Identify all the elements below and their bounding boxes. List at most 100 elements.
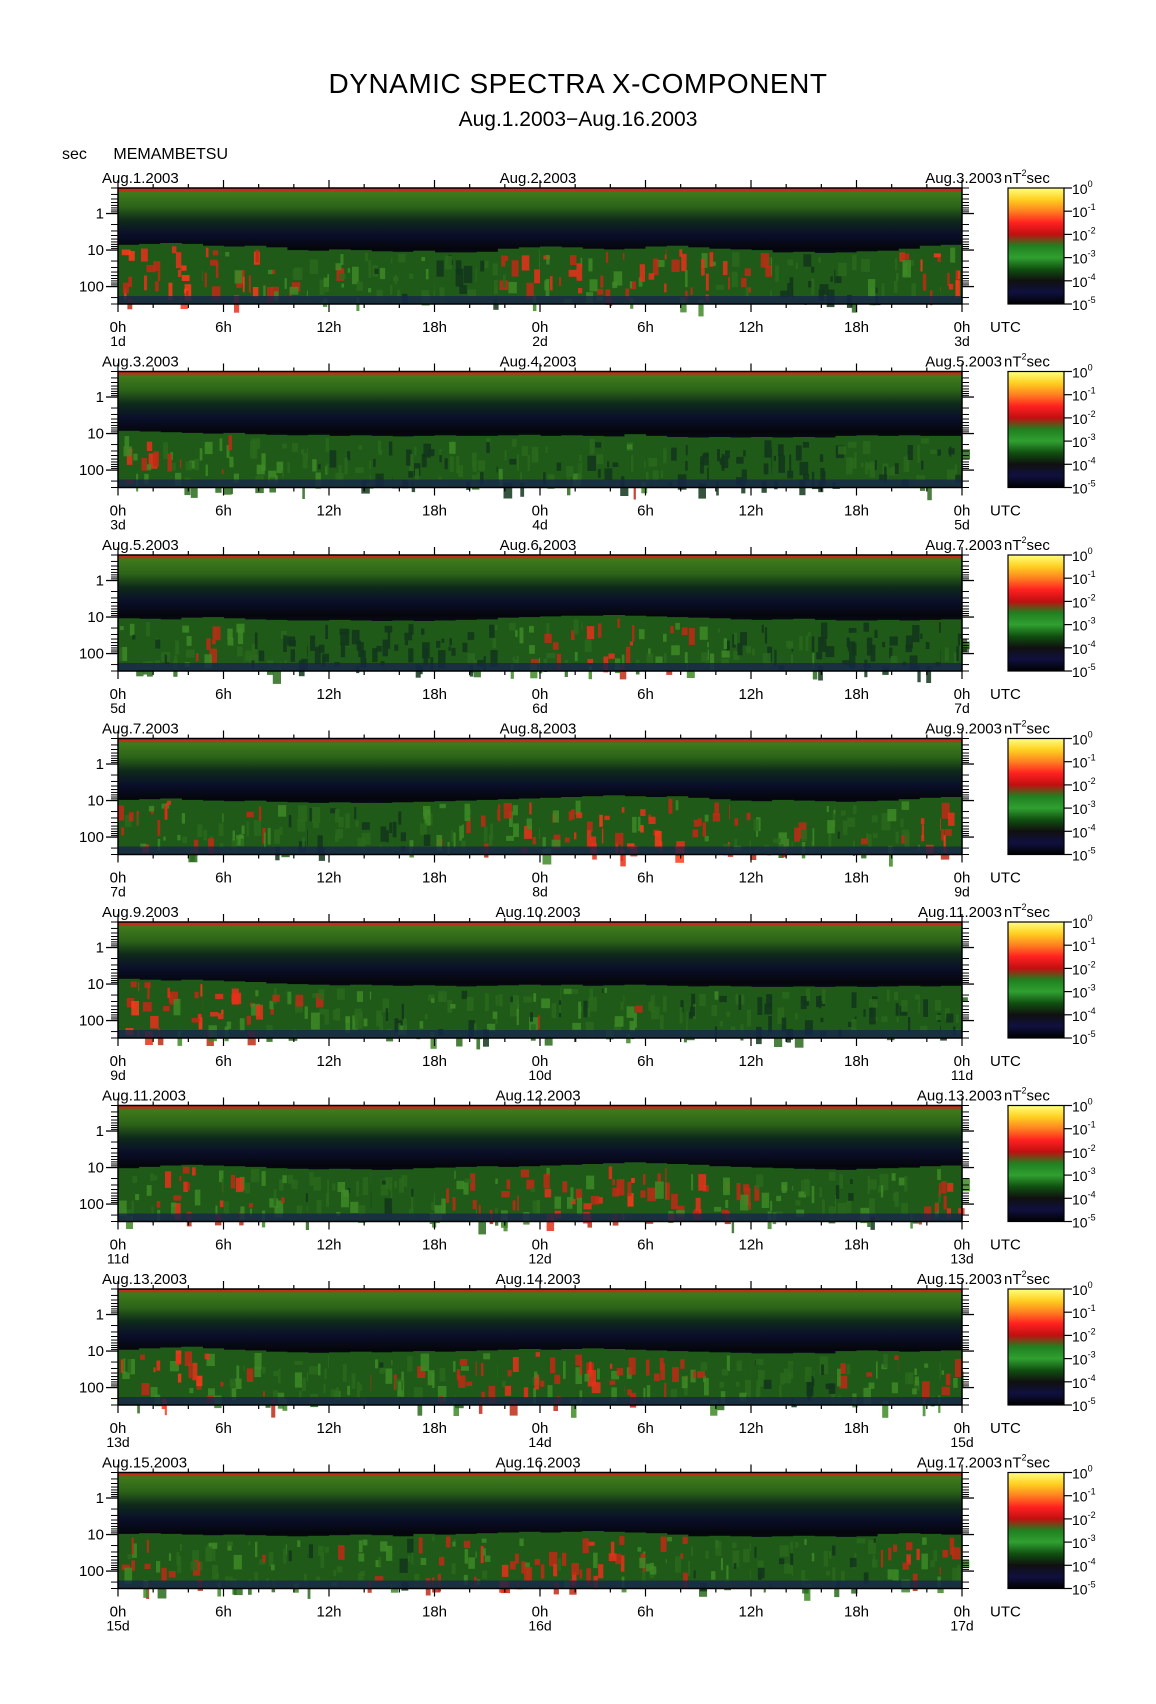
spectral-cell [874,629,880,638]
spectral-cell [690,287,693,295]
spectral-cell [562,1181,568,1193]
spectral-cell [830,276,833,282]
colorbar [1007,187,1065,305]
spectral-cell [197,824,203,837]
spectral-cell [702,822,706,837]
panel-date-left: Aug.5.2003 [102,537,179,554]
spectral-cell [399,1558,408,1573]
spectral-cell [702,453,711,466]
day-label: 9d [110,1067,126,1083]
spectral-cell [682,1536,689,1544]
spectral-cell [508,281,517,294]
spectral-cell [529,1017,538,1031]
activity-band [307,434,330,488]
spectral-cell [232,830,235,841]
spectral-cell [563,1361,566,1379]
activity-band [540,1349,562,1405]
spectral-cell [217,1013,227,1020]
spectral-cell [794,827,800,842]
spectral-cell [632,816,637,833]
x-tick-label: 12h [316,1604,341,1621]
spectral-cell [736,456,744,464]
spectral-cell [436,835,442,852]
spectral-cell [892,1569,900,1581]
y-tick-label: 1 [96,940,104,957]
colorbar-label: 10-4 [1072,639,1096,657]
spectral-cell [365,252,368,262]
spectral-cell [379,1368,386,1373]
spectral-cell [191,1018,200,1023]
spectral-cell [570,1187,574,1202]
spectral-cell [948,812,955,826]
spectral-cell [291,1179,298,1189]
spectral-cell [893,280,898,293]
spectral-cell [431,1536,436,1541]
x-tick-label: 12h [316,870,341,887]
colorbar-label: 10-4 [1072,1006,1096,1024]
spectral-cell [340,631,348,646]
spectral-cell [736,1183,741,1201]
spectral-cell [680,1000,684,1013]
spectral-cell [757,1560,764,1567]
spectral-cell [512,1200,516,1211]
x-tick-label: 6h [215,686,232,703]
panel-date-right: Aug.17.2003 [917,1455,1002,1472]
spectral-cell [699,626,708,640]
spectral-cell [492,638,497,649]
day-label: 4d [532,517,548,533]
spectral-cell [241,825,246,834]
spectral-cell [846,1200,852,1214]
spectral-cell [906,1542,913,1551]
spectral-cell [200,984,204,997]
spectral-cell [726,1011,732,1017]
spectral-cell [332,1183,336,1191]
spectral-cell [254,1572,259,1586]
spectral-cell [757,997,763,1015]
spectral-cell [647,1187,656,1202]
spectral-cell [523,1387,529,1398]
day-label: 12d [528,1251,551,1267]
colorbar-label: 10-1 [1072,936,1096,954]
spectral-cell [312,821,320,828]
spectral-cell [671,1193,678,1210]
spectral-cell [707,467,711,480]
spectral-cell [401,1003,404,1020]
spectral-cell [268,1552,274,1567]
spectral-cell [804,1367,812,1382]
spectral-cell [655,1181,664,1199]
spectral-cell [789,454,792,472]
activity-band [350,1351,372,1405]
spectral-cell [894,463,901,475]
spectral-cell [660,1015,664,1030]
spectral-cell [255,1541,258,1558]
spectral-cell [681,627,691,635]
spectral-cell [648,457,658,467]
spectral-cell [175,252,184,269]
spectral-cell [150,1015,159,1029]
spectral-cell [856,1538,866,1544]
spectral-cell [591,1382,601,1394]
spectral-cell [248,1541,251,1546]
y-tick-label: 100 [79,1013,104,1030]
spectral-cell [211,286,221,301]
spectral-cell [226,445,230,458]
spectral-cell [289,286,299,295]
spectral-cell [283,635,290,652]
spectral-cell [319,279,325,296]
spectral-cell [646,1385,651,1401]
spectral-cell [409,466,418,473]
spectral-cell [534,1558,540,1565]
spectral-cell [255,249,259,263]
spectral-cell [272,1390,278,1400]
spectral-cell [335,809,340,823]
spectral-cell [318,989,325,1000]
spectral-cell [717,449,720,462]
y-tick-label: 10 [87,1160,104,1177]
spectral-cell [486,438,491,446]
spectral-cell [132,1543,137,1558]
spectral-cell [132,1175,138,1183]
day-label: 15d [950,1434,973,1450]
spectral-cell [146,1539,149,1553]
spectral-cell [163,442,168,459]
